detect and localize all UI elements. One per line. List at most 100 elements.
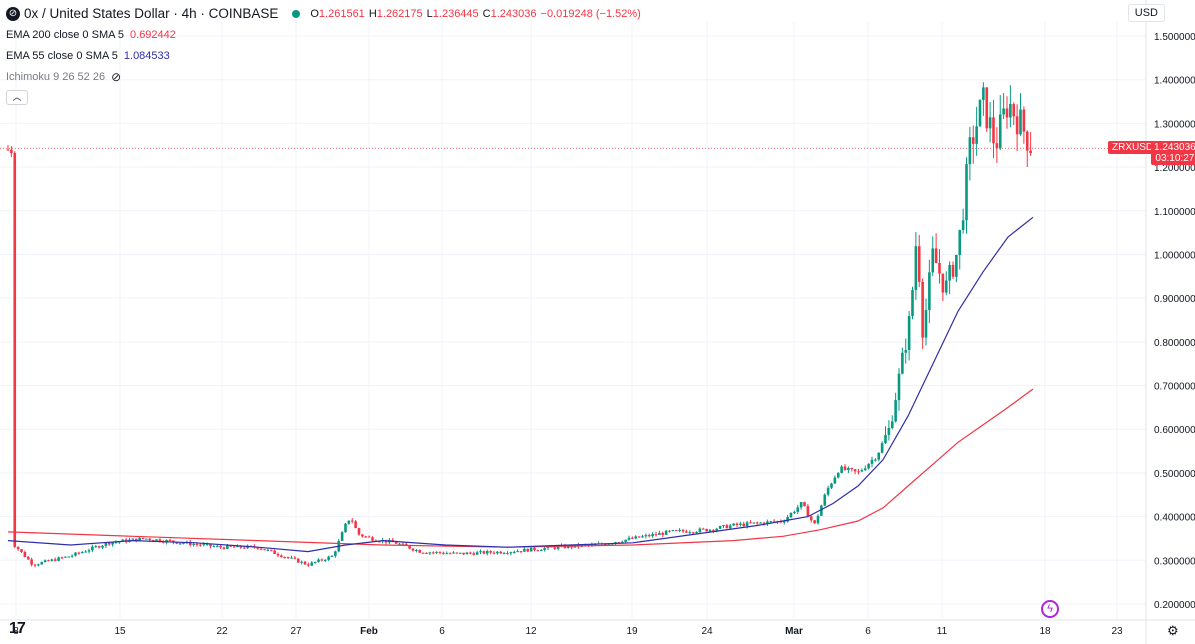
candle-body [664,530,668,535]
candle-body [539,550,543,552]
candle-body [330,555,334,557]
indicator-ema55[interactable]: EMA 55 close 0 SMA 5 1.084533 [6,46,645,65]
candle-body [712,529,715,531]
candle-body [354,521,357,529]
candle-body [1012,103,1016,117]
candle-body [833,477,837,484]
candle-body [641,536,644,538]
candle-body [543,548,546,551]
candle-body [226,545,229,549]
x-tick-label: 18 [1039,626,1051,637]
indicator-label: Ichimoku 9 26 52 26 [6,70,106,83]
x-tick-label: Mar [785,626,803,637]
candle-body [155,539,158,541]
hidden-eye-icon[interactable]: ⊘ [111,69,122,84]
ema200-line [7,388,1034,548]
candle-body [205,543,209,545]
candle-body [421,552,425,554]
candle-body [442,552,445,554]
candle-body [496,551,499,554]
time-axis[interactable]: 8 15 22 27 Feb 6 12 19 24 Mar 6 11 18 23 [0,619,1195,637]
candle-body [10,149,13,154]
market-status-dot [292,9,301,18]
candle-body [985,87,989,129]
candle-body [134,538,138,542]
indicator-ema200[interactable]: EMA 200 close 0 SMA 5 0.692442 [6,25,645,44]
candle-body [917,246,921,282]
candle-body [40,562,44,565]
indicator-ichimoku[interactable]: Ichimoku 9 26 52 26 ⊘ [6,67,645,86]
candle-body [533,547,536,551]
candle-body [634,536,638,539]
candle-body [894,400,897,422]
candle-body [766,521,769,525]
candle-body [350,520,354,522]
candle-body [489,551,492,553]
candle-body [806,506,810,517]
candle-body [43,560,47,563]
candle-body [654,534,658,536]
ohlc-key: H [368,7,377,20]
ohlc-key: O [310,7,319,20]
symbol-price-tag: ZRXUSD [1108,141,1158,154]
tradingview-logo[interactable]: 17 [9,620,26,637]
candle-body [749,522,752,524]
x-tick-label: 23 [1111,626,1123,637]
candle-body [195,544,199,546]
candle-body [870,459,874,464]
candle-body [16,546,20,550]
candle-body [344,523,347,533]
candle-body [145,538,148,540]
candle-body [772,521,776,523]
currency-selector[interactable]: USD [1127,4,1165,22]
candle-body [37,564,40,566]
candle-body [13,153,17,547]
candle-body [961,220,965,231]
candle-body [529,547,533,552]
x-tick-label: 12 [525,626,537,637]
symbol-title[interactable]: 0x / United States Dollar · 4h · COINBAS… [24,6,279,21]
price-axis[interactable]: 1.500000 1.400000 1.300000 1.200000 1.100000… [1145,0,1195,644]
candle-body [431,552,435,554]
candle-body [64,556,67,558]
candle-body [1009,103,1012,118]
last-price: 1.243036 [1154,142,1195,153]
lightning-icon[interactable]: ϟ [1041,600,1059,618]
candle-body [948,264,951,281]
ohlc-key: C [482,7,491,20]
candle-body [269,549,273,551]
y-tick-label: 1.400000 [1154,76,1195,87]
x-tick-label: 22 [216,626,228,637]
candle-body [107,542,111,545]
gear-icon[interactable]: ⚙ [1167,623,1179,638]
candle-body [364,536,368,538]
candle-body [637,536,641,538]
candle-body [698,528,702,532]
y-tick-label: 0.900000 [1154,294,1195,305]
candle-body [172,540,175,543]
candle-body [452,552,455,554]
candle-body [853,469,857,472]
ohlc-value: 1.261561 [318,7,365,20]
collapse-legend-button[interactable]: ︿ [6,90,28,105]
chart-legend: ⊘ 0x / United States Dollar · 4h · COINB… [6,4,645,105]
candle-body [651,534,654,537]
candle-body [658,533,661,535]
candle-body [975,126,978,144]
candle-body [944,280,948,293]
candle-body [188,541,192,546]
candle-body [347,520,351,524]
candle-body [313,561,317,563]
candle-body [931,248,935,273]
candle-body [219,545,222,548]
candle-body [465,552,469,555]
candle-body [857,471,860,473]
candle-body [519,551,523,553]
y-tick-label: 1.500000 [1154,32,1195,43]
indicator-label: EMA 200 close 0 SMA 5 [6,28,125,41]
candle-body [647,535,651,537]
candle-body [809,516,813,521]
candle-body [310,562,314,566]
candle-body [283,556,287,558]
